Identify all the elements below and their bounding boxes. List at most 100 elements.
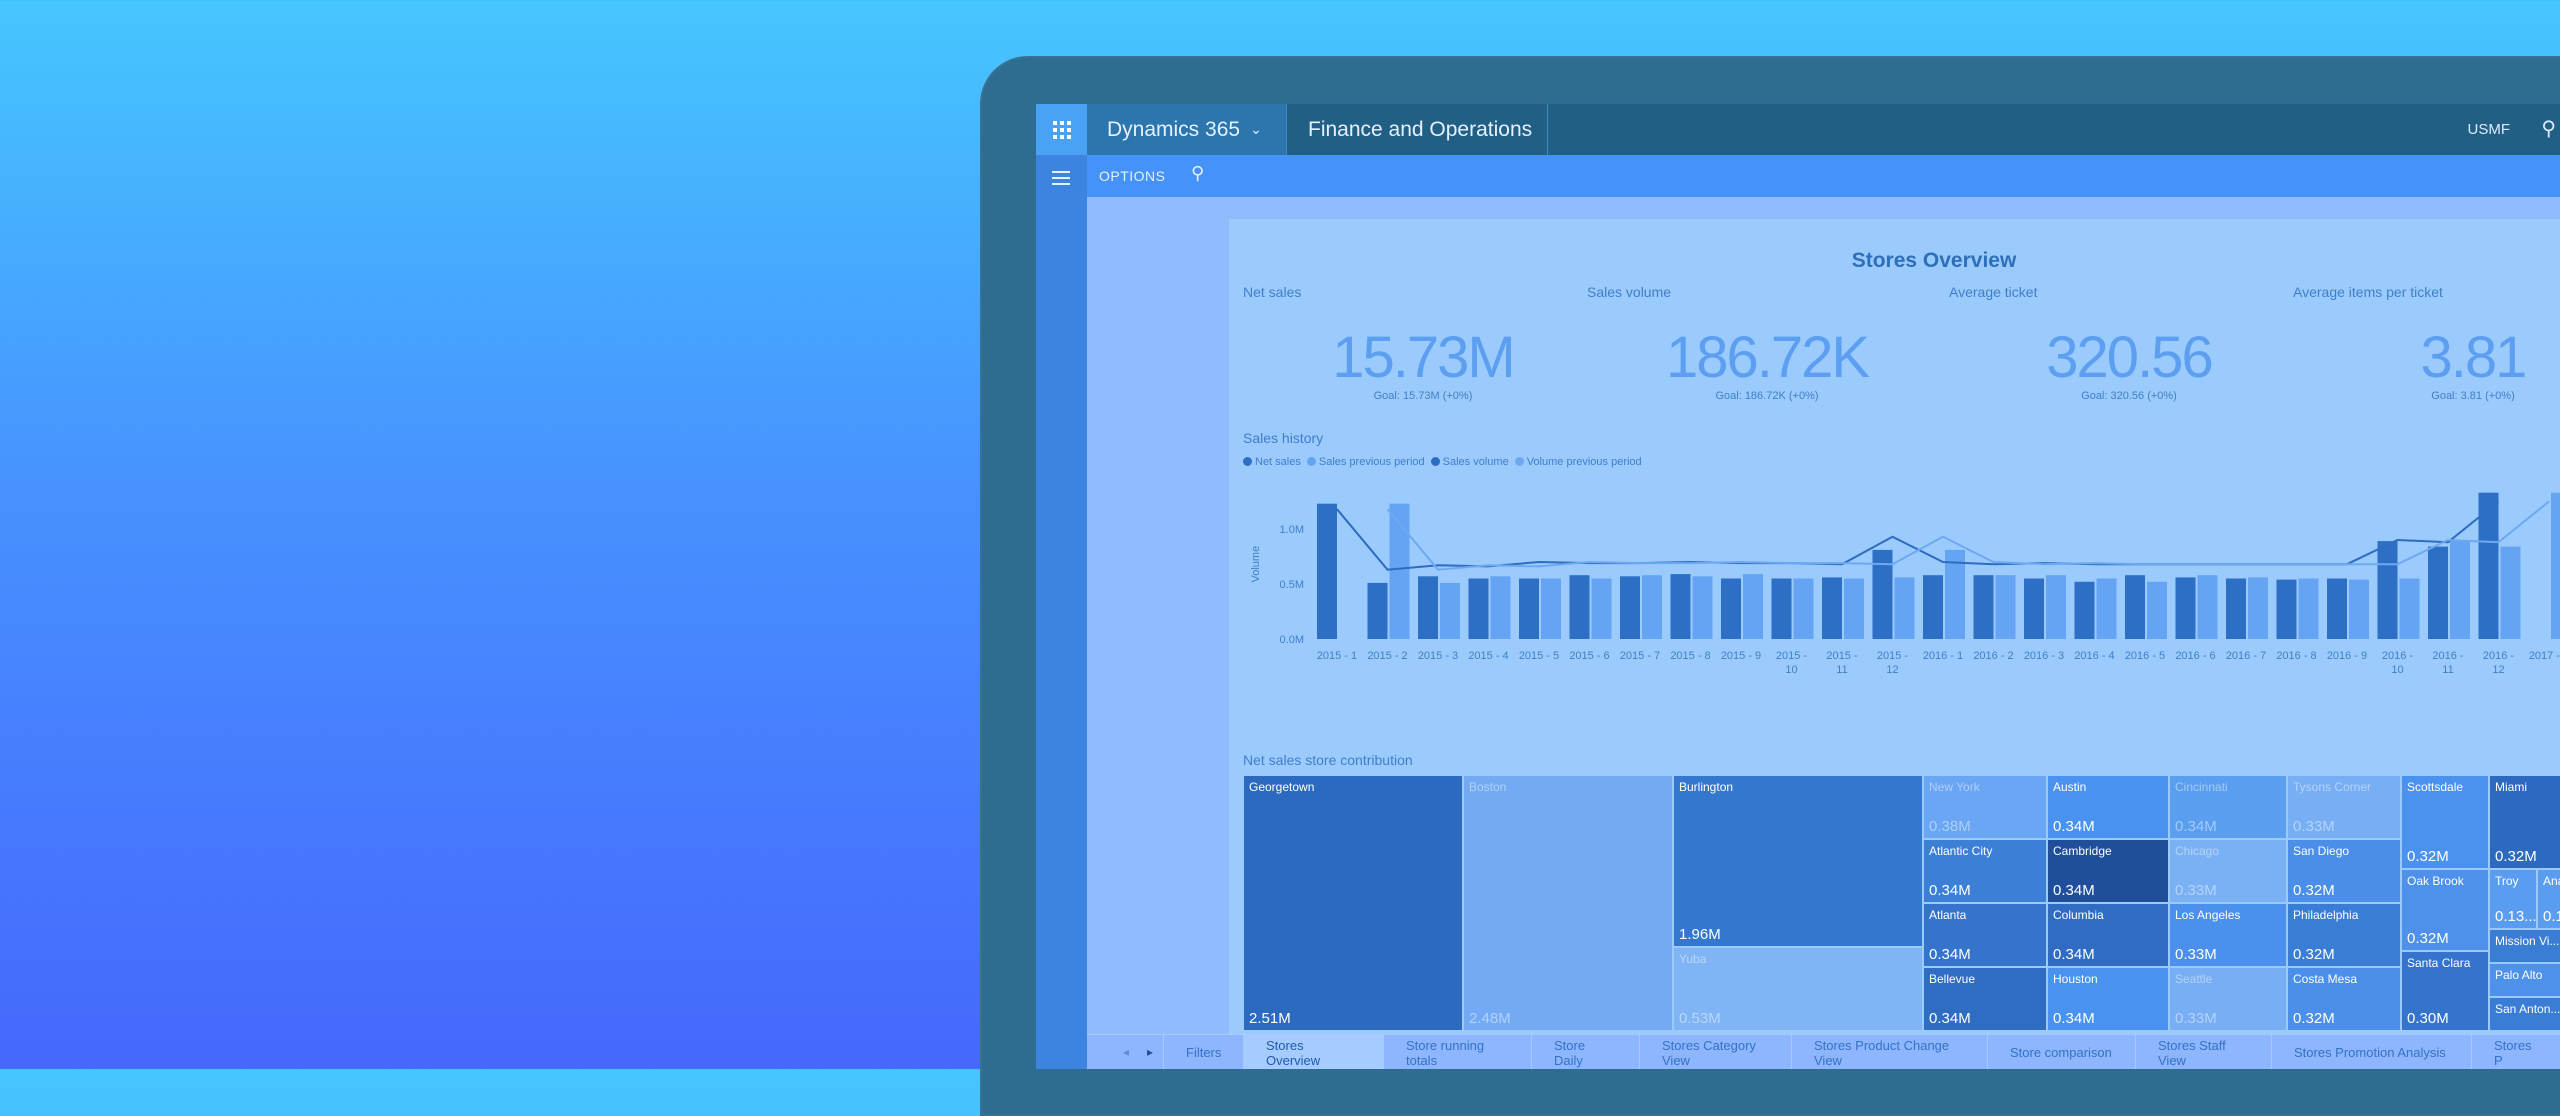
bar[interactable] (2551, 492, 2560, 639)
bar[interactable] (2096, 578, 2117, 640)
tab-stores-overview[interactable]: Stores Overview (1243, 1035, 1383, 1069)
tab-store-comparison[interactable]: Store comparison (1987, 1035, 2135, 1069)
tab-stores-category-view[interactable]: Stores Category View (1639, 1035, 1791, 1069)
options-button[interactable]: OPTIONS (1099, 168, 1166, 184)
app-launcher-button[interactable] (1036, 104, 1087, 155)
bar[interactable] (1541, 578, 1561, 640)
tab-filters[interactable]: Filters (1163, 1035, 1243, 1069)
treemap-cell[interactable]: Yuba 0.53M (1673, 947, 1923, 1031)
treemap-cell[interactable]: Georgetown 2.51M (1243, 775, 1463, 1031)
tab-stores-promotion-analysis[interactable]: Stores Promotion Analysis (2271, 1035, 2471, 1069)
bar[interactable] (1317, 503, 1337, 639)
bar[interactable] (2046, 575, 2066, 639)
treemap-cell[interactable]: Philadelphia 0.32M (2287, 903, 2401, 967)
kpi-sales-volume[interactable]: Sales volume 186.72K Goal: 186.72K (+0%) (1587, 284, 1947, 402)
tab-stores-staff-view[interactable]: Stores Staff View (2135, 1035, 2271, 1069)
bar[interactable] (2478, 492, 2499, 639)
kpi-average-ticket[interactable]: Average ticket 320.56 Goal: 320.56 (+0%) (1949, 284, 2309, 402)
bar[interactable] (2377, 541, 2398, 639)
bar[interactable] (2428, 546, 2448, 639)
legend-item[interactable]: Sales volume (1430, 456, 1509, 468)
sales-history-chart[interactable]: 0.0M 0.5M 1.0M Volume 2015 - 1 2015 - 2 2015 -… (1229, 474, 2560, 764)
bar[interactable] (1844, 578, 1864, 640)
treemap-cell[interactable]: Ana 0.1 (2537, 869, 2560, 929)
treemap-cell[interactable]: Burlington 1.96M (1673, 775, 1923, 947)
bar[interactable] (1995, 575, 2016, 639)
legend-item[interactable]: Volume previous period (1514, 456, 1642, 468)
bar[interactable] (2147, 581, 2167, 639)
treemap-cell[interactable]: Bellevue 0.34M (1923, 967, 2047, 1031)
treemap-cell[interactable]: New York 0.38M (1923, 775, 2047, 839)
treemap-cell[interactable]: Atlanta 0.34M (1923, 903, 2047, 967)
bar[interactable] (1490, 576, 1511, 639)
treemap-cell[interactable]: Seattle 0.33M (2169, 967, 2287, 1031)
bar[interactable] (2276, 579, 2297, 639)
legend-item[interactable]: Net sales (1243, 456, 1301, 468)
bar[interactable] (1822, 577, 1842, 639)
tab-prev-icon[interactable]: ◂ (1123, 1045, 1130, 1059)
bar[interactable] (1519, 578, 1539, 640)
company-selector[interactable]: USMF (2467, 121, 2511, 138)
bar[interactable] (1670, 574, 1691, 639)
bar[interactable] (1923, 575, 1943, 639)
treemap-cell[interactable]: Cincinnati 0.34M (2169, 775, 2287, 839)
bar[interactable] (2327, 578, 2347, 640)
treemap-cell[interactable]: Troy 0.13... (2489, 869, 2537, 929)
tab-stores-p[interactable]: Stores P (2471, 1035, 2551, 1069)
tab-store-daily[interactable]: Store Daily (1531, 1035, 1639, 1069)
treemap-cell[interactable]: Atlantic City 0.34M (1923, 839, 2047, 903)
bar[interactable] (2248, 577, 2268, 639)
bar[interactable] (2197, 575, 2218, 639)
treemap-cell[interactable]: Costa Mesa 0.32M (2287, 967, 2401, 1031)
bar[interactable] (1591, 578, 1612, 640)
bar[interactable] (1894, 577, 1915, 639)
treemap-cell[interactable]: Columbia 0.34M (2047, 903, 2169, 967)
bar[interactable] (1973, 575, 1994, 639)
kpi-average-items[interactable]: Average items per ticket 3.81 Goal: 3.81… (2293, 284, 2560, 402)
treemap-cell[interactable]: Chicago 0.33M (2169, 839, 2287, 903)
tab-next-icon[interactable]: ▸ (1147, 1045, 1154, 1059)
bar[interactable] (1721, 578, 1741, 640)
treemap-cell[interactable]: San Diego 0.32M (2287, 839, 2401, 903)
bar[interactable] (2175, 577, 2196, 639)
bar[interactable] (1468, 578, 1489, 640)
bar[interactable] (1440, 582, 1460, 639)
hamburger-menu-icon[interactable] (1052, 171, 1070, 189)
bar[interactable] (1389, 503, 1410, 639)
bar[interactable] (1945, 549, 1965, 639)
treemap-cell[interactable]: Santa Clara 0.30M (2401, 951, 2489, 1031)
kpi-net-sales[interactable]: Net sales 15.73M Goal: 15.73M (+0%) (1243, 284, 1603, 402)
treemap-cell[interactable]: Los Angeles 0.33M (2169, 903, 2287, 967)
treemap-cell[interactable]: Miami 0.32M (2489, 775, 2560, 869)
treemap-cell[interactable]: Boston 2.48M (1463, 775, 1673, 1031)
bar[interactable] (2500, 546, 2521, 639)
treemap-cell[interactable]: Cambridge 0.34M (2047, 839, 2169, 903)
bar[interactable] (1872, 549, 1893, 639)
treemap-cell[interactable]: Austin 0.34M (2047, 775, 2169, 839)
treemap-cell[interactable]: Mission Vi... (2489, 929, 2560, 963)
module-title[interactable]: Finance and Operations (1288, 104, 1548, 155)
treemap-cell[interactable]: San Anton... (2489, 997, 2560, 1031)
tab-store-running-totals[interactable]: Store running totals (1383, 1035, 1531, 1069)
tab-stores-product-change-view[interactable]: Stores Product Change View (1791, 1035, 1987, 1069)
treemap-cell[interactable]: Palo Alto (2489, 963, 2560, 997)
treemap-cell[interactable]: Houston 0.34M (2047, 967, 2169, 1031)
search-icon[interactable]: ⚲ (2541, 118, 2556, 140)
legend-item[interactable]: Sales previous period (1306, 456, 1425, 468)
bar[interactable] (1642, 575, 1662, 639)
bar[interactable] (2399, 578, 2420, 640)
action-search-icon[interactable]: ⚲ (1191, 163, 1205, 183)
bar[interactable] (1793, 578, 1814, 640)
bar[interactable] (2450, 541, 2470, 639)
bar[interactable] (1367, 582, 1388, 639)
bar[interactable] (1743, 574, 1763, 639)
bar[interactable] (2298, 578, 2319, 640)
bar[interactable] (1620, 576, 1640, 639)
bar[interactable] (1692, 576, 1713, 639)
treemap-cell[interactable]: Oak Brook 0.32M (2401, 869, 2489, 951)
bar[interactable] (1771, 578, 1792, 640)
bar[interactable] (2349, 579, 2369, 639)
treemap-cell[interactable]: Tysons Corner 0.33M (2287, 775, 2401, 839)
treemap-cell[interactable]: Scottsdale 0.32M (2401, 775, 2489, 869)
dynamics-365-menu[interactable]: Dynamics 365 ⌄ (1087, 104, 1287, 155)
